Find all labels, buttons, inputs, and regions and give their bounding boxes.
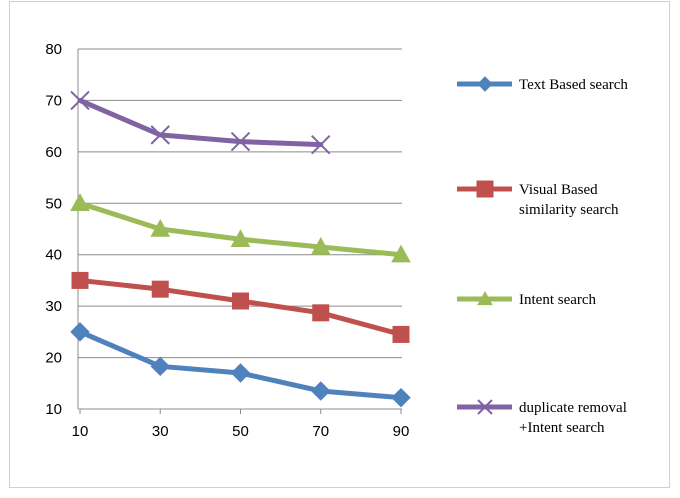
- chart-frame: [9, 1, 670, 488]
- data-point-marker: [312, 304, 330, 322]
- legend-item-1: Text Based search: [457, 76, 628, 93]
- data-point-marker: [151, 280, 169, 298]
- data-point-marker: [311, 381, 331, 401]
- legend-label: +Intent search: [519, 420, 605, 436]
- y-tick-label: 80: [45, 41, 62, 58]
- y-tick-label: 40: [45, 247, 62, 264]
- legend-item-4: duplicate removal +Intent search: [457, 399, 627, 436]
- series-3: [70, 193, 411, 263]
- data-point-marker: [311, 134, 331, 155]
- y-tick-label: 10: [45, 401, 62, 418]
- data-point-marker: [477, 399, 493, 415]
- series-1: [70, 322, 411, 408]
- data-point-marker: [150, 356, 170, 377]
- data-point-marker: [230, 229, 251, 247]
- data-point-marker: [150, 125, 170, 145]
- data-point-marker: [477, 76, 493, 92]
- y-tick-label: 60: [45, 144, 62, 161]
- data-point-marker: [70, 193, 90, 211]
- axes: 10 20 30 40 50 60 70 80 10 30 50 70 90: [45, 41, 409, 440]
- data-point-marker: [476, 180, 494, 198]
- legend-item-2: Visual Based similarity search: [457, 180, 619, 218]
- data-point-marker: [71, 271, 89, 289]
- y-tick-label: 50: [45, 195, 62, 212]
- legend-label: Visual Based: [519, 182, 598, 198]
- x-tick-label: 90: [393, 423, 410, 440]
- legend-label: Intent search: [519, 292, 597, 308]
- series-lines: [70, 90, 411, 408]
- x-tick-label: 70: [312, 423, 329, 440]
- y-tick-label: 70: [45, 92, 62, 109]
- data-point-marker: [392, 325, 410, 343]
- data-point-marker: [230, 363, 251, 383]
- legend-item-3: Intent search: [457, 290, 597, 308]
- data-point-marker: [150, 218, 171, 237]
- x-tick-label: 30: [152, 423, 169, 440]
- series-line: [77, 97, 324, 148]
- y-tick-label: 20: [45, 350, 62, 367]
- data-point-marker: [70, 90, 90, 111]
- x-tick-label: 10: [72, 423, 89, 440]
- data-point-marker: [391, 244, 411, 263]
- data-point-marker: [230, 131, 251, 152]
- data-point-marker: [232, 292, 249, 310]
- series-4: [70, 90, 331, 155]
- legend: Text Based search Visual Based similarity …: [457, 76, 628, 436]
- data-point-marker: [310, 236, 331, 255]
- series-line: [77, 200, 404, 258]
- legend-label: similarity search: [519, 202, 619, 218]
- x-tick-label: 50: [232, 423, 249, 440]
- legend-label: duplicate removal: [519, 400, 627, 416]
- data-point-marker: [70, 322, 90, 342]
- data-point-marker: [391, 387, 411, 408]
- legend-label: Text Based search: [519, 77, 628, 93]
- data-point-marker: [477, 290, 493, 306]
- series-2: [71, 271, 410, 343]
- gridlines: [78, 48, 402, 410]
- y-tick-label: 30: [45, 298, 62, 315]
